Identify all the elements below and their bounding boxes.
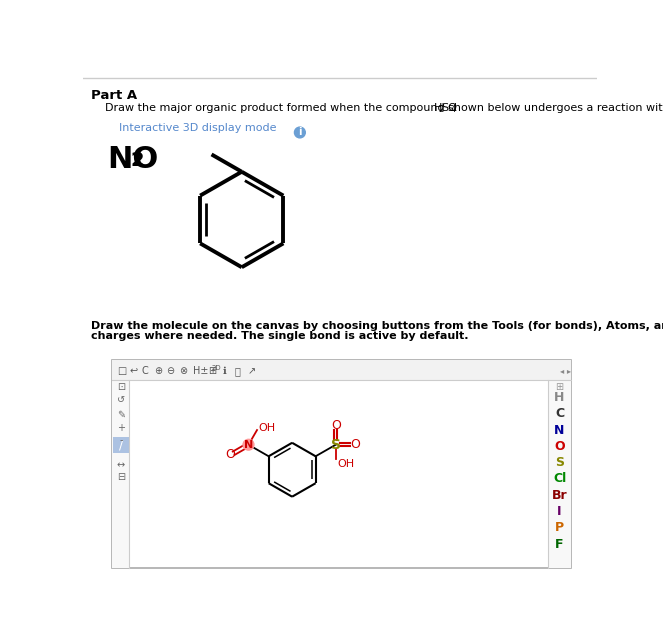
Text: O: O [350, 438, 360, 451]
Text: ⊗: ⊗ [179, 366, 187, 376]
Text: 2: 2 [130, 151, 144, 170]
Text: 2D: 2D [211, 365, 221, 371]
Bar [112, 381, 129, 568]
Text: -: - [119, 435, 123, 446]
Text: charges where needed. The single bond is active by default.: charges where needed. The single bond is… [91, 331, 468, 341]
Text: S: S [555, 456, 564, 469]
Bar [112, 360, 571, 381]
Bar [113, 437, 129, 453]
Text: ⊕: ⊕ [154, 366, 162, 376]
Text: .: . [453, 103, 457, 113]
Text: Draw the molecule on the canvas by choosing buttons from the Tools (for bonds), : Draw the molecule on the canvas by choos… [91, 321, 663, 331]
Text: I: I [557, 505, 562, 518]
Text: SO: SO [441, 103, 457, 113]
Text: N: N [244, 440, 253, 449]
Text: N: N [554, 424, 565, 437]
Text: C: C [555, 407, 564, 420]
Text: /: / [119, 438, 123, 451]
Text: F: F [555, 538, 564, 551]
Text: □: □ [117, 366, 126, 376]
Text: ⊟: ⊟ [117, 473, 125, 482]
Text: OH: OH [337, 459, 355, 469]
Text: ⊞: ⊞ [556, 381, 564, 392]
Text: H: H [554, 391, 565, 404]
Text: ◂ ▸: ◂ ▸ [560, 367, 571, 376]
Text: ⊖: ⊖ [166, 366, 174, 376]
Bar [112, 360, 571, 568]
Text: S: S [331, 438, 341, 452]
Text: O: O [554, 440, 565, 453]
Text: 4: 4 [450, 105, 455, 114]
Text: ⊡: ⊡ [117, 381, 125, 392]
Text: ↩: ↩ [129, 366, 137, 376]
Text: Draw the major organic product formed when the compound shown below undergoes a : Draw the major organic product formed wh… [105, 103, 663, 113]
Text: ℹ: ℹ [222, 366, 226, 376]
Text: ↔: ↔ [117, 460, 125, 470]
Text: ✎: ✎ [117, 410, 125, 419]
Text: +: + [117, 423, 125, 433]
Text: H±: H± [193, 366, 208, 376]
Text: C: C [142, 366, 149, 376]
Text: Part A: Part A [91, 89, 137, 102]
Text: Interactive 3D display mode: Interactive 3D display mode [119, 123, 276, 134]
Text: P: P [555, 521, 564, 534]
Text: O: O [225, 448, 235, 461]
Text: Cl: Cl [553, 473, 566, 485]
Circle shape [294, 127, 305, 138]
Text: Br: Br [552, 489, 568, 502]
Text: H: H [434, 103, 442, 113]
Text: ↺: ↺ [117, 395, 125, 406]
Text: O: O [331, 419, 341, 432]
Text: ↗: ↗ [247, 366, 255, 376]
Text: ⊞: ⊞ [208, 366, 217, 376]
Text: i: i [298, 128, 302, 137]
Circle shape [243, 439, 254, 450]
Text: 2: 2 [438, 105, 444, 114]
Bar [548, 381, 571, 568]
Text: NO: NO [107, 145, 159, 174]
Text: OH: OH [259, 422, 276, 433]
Text: ❓: ❓ [235, 366, 241, 376]
